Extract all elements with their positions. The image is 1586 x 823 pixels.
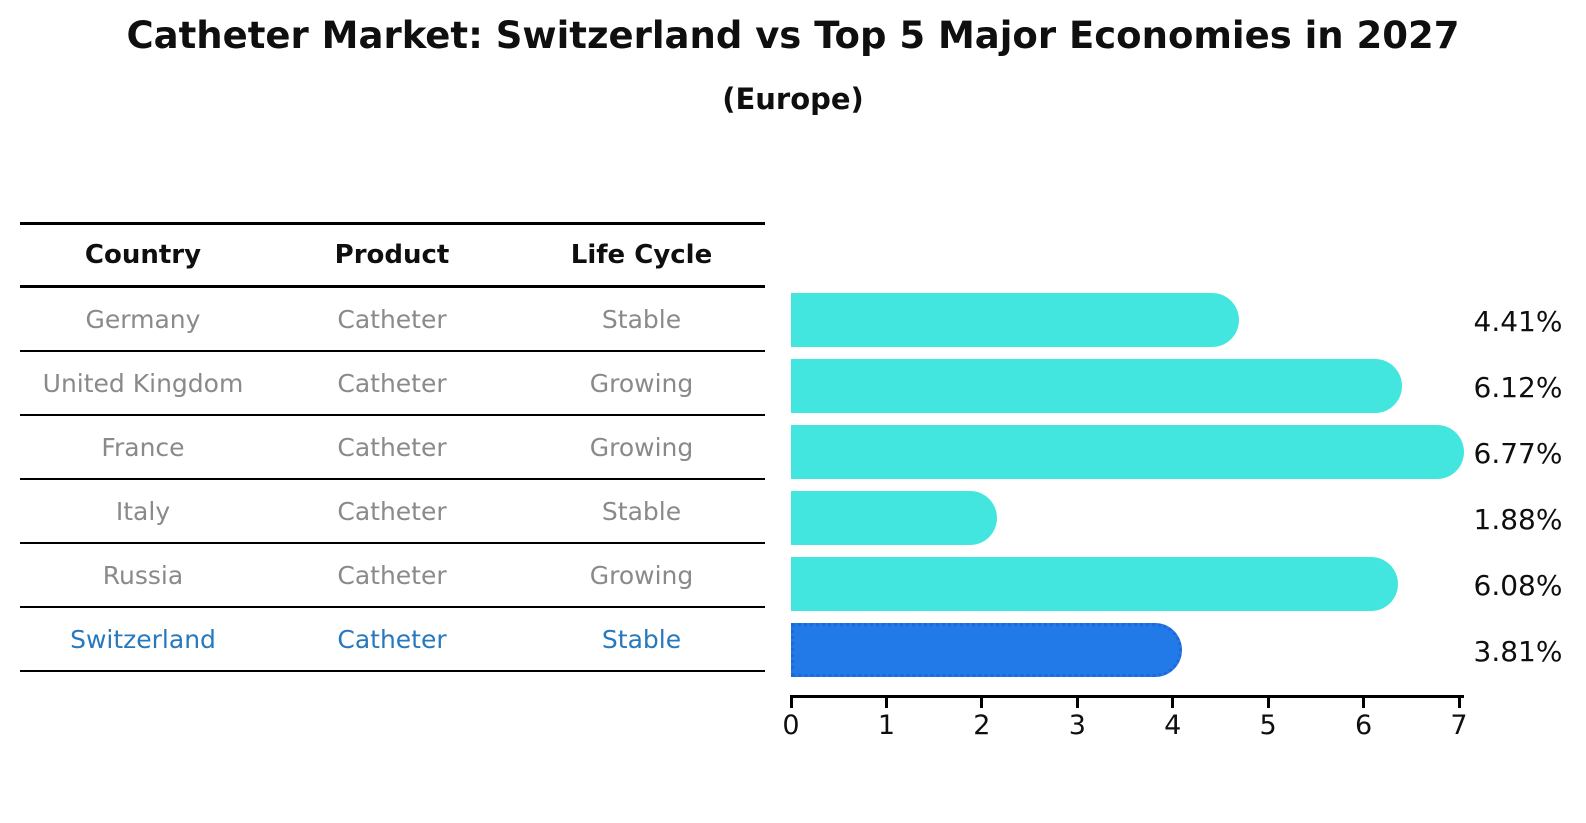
country-table: Country Product Life Cycle Germany Cathet…: [20, 222, 765, 672]
table-row: France Catheter Growing: [20, 416, 765, 480]
product-cell: Catheter: [337, 496, 447, 526]
x-axis-tick: [789, 698, 793, 708]
country-cell: Germany: [85, 304, 201, 334]
x-axis-tick-label: 3: [1068, 710, 1086, 741]
x-axis-tick-label: 0: [782, 710, 800, 741]
bar-united-kingdom: [791, 359, 1402, 413]
country-cell: Switzerland: [70, 624, 216, 654]
product-cell: Catheter: [337, 560, 447, 590]
x-axis-tick: [884, 698, 888, 708]
column-header-country: Country: [84, 240, 202, 270]
life-cycle-cell: Stable: [601, 496, 682, 526]
x-axis-tick: [1362, 698, 1366, 708]
bar-france: [791, 425, 1464, 479]
table-row: Russia Catheter Growing: [20, 544, 765, 608]
table-row: Germany Catheter Stable: [20, 288, 765, 352]
page-subtitle: (Europe): [722, 82, 864, 116]
country-cell: Italy: [115, 496, 171, 526]
table-body: Germany Catheter Stable United Kingdom Cathe…: [20, 288, 765, 672]
country-cell: Russia: [102, 560, 184, 590]
life-cycle-cell: Growing: [589, 432, 694, 462]
x-axis-tick: [1266, 698, 1270, 708]
bar-value-label: 6.12%: [1473, 370, 1563, 404]
bar-value-label: 6.08%: [1473, 568, 1563, 602]
x-axis-tick-label: 1: [877, 710, 896, 741]
x-axis-tick: [980, 698, 984, 708]
life-cycle-cell: Growing: [589, 368, 694, 398]
bar-italy: [791, 491, 997, 545]
x-axis-line: [790, 695, 1464, 698]
life-cycle-cell: Stable: [601, 304, 682, 334]
product-cell: Catheter: [337, 432, 447, 462]
country-cell: United Kingdom: [42, 368, 244, 398]
page-title: Catheter Market: Switzerland vs Top 5 Ma…: [126, 14, 1460, 57]
bar-switzerland: [791, 623, 1182, 677]
life-cycle-cell: Stable: [601, 624, 682, 654]
table-row: United Kingdom Catheter Growing: [20, 352, 765, 416]
table-header-row: Country Product Life Cycle: [20, 225, 765, 288]
bar-chart: [791, 288, 1464, 684]
x-axis-tick: [1171, 698, 1175, 708]
x-axis-tick: [1457, 698, 1461, 708]
x-axis-tick-label: 6: [1354, 710, 1373, 741]
x-axis-tick-label: 4: [1164, 710, 1182, 741]
bar-value-label: 3.81%: [1473, 634, 1563, 668]
column-header-life-cycle: Life Cycle: [570, 240, 713, 270]
x-axis-tick-label: 5: [1259, 710, 1277, 741]
x-axis-tick: [1075, 698, 1079, 708]
country-cell: France: [101, 432, 185, 462]
bar-germany: [791, 293, 1239, 347]
bar-russia: [791, 557, 1398, 611]
x-axis-tick-label: 2: [973, 710, 991, 741]
product-cell: Catheter: [337, 624, 447, 654]
bar-value-label: 4.41%: [1473, 304, 1563, 338]
bar-value-label: 1.88%: [1473, 502, 1563, 536]
life-cycle-cell: Growing: [589, 560, 694, 590]
table-row: Switzerland Catheter Stable: [20, 608, 765, 672]
table-row: Italy Catheter Stable: [20, 480, 765, 544]
product-cell: Catheter: [337, 304, 447, 334]
bar-value-label: 6.77%: [1473, 436, 1563, 470]
column-header-product: Product: [334, 240, 450, 270]
x-axis-tick-label: 7: [1450, 710, 1468, 741]
product-cell: Catheter: [337, 368, 447, 398]
